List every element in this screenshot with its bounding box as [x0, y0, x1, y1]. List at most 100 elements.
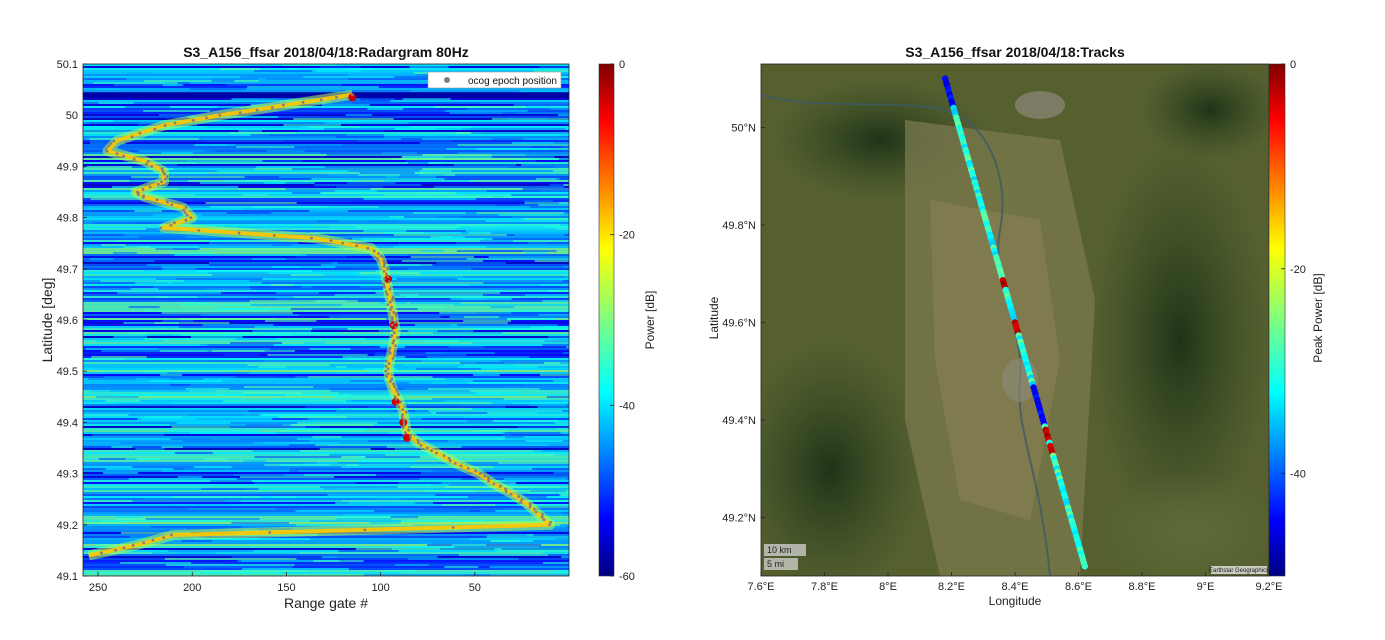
- ocog-epoch-marker: [387, 362, 391, 365]
- ocog-epoch-marker: [435, 451, 438, 455]
- radargram-streak: [291, 192, 321, 194]
- radargram-streak: [425, 484, 449, 486]
- radargram-streak: [477, 428, 556, 430]
- radargram-streak: [467, 108, 569, 110]
- radargram-band: [83, 296, 569, 298]
- ocog-epoch-marker: [142, 541, 146, 545]
- radargram-band: [83, 396, 569, 398]
- ocog-epoch-marker: [107, 144, 111, 148]
- x-tick-label: 50: [469, 582, 481, 594]
- ocog-epoch-marker: [392, 382, 395, 386]
- radargram-band: [83, 356, 569, 358]
- radargram-streak: [229, 132, 296, 134]
- ocog-epoch-marker: [393, 395, 397, 399]
- radargram-band: [83, 234, 569, 236]
- radargram-band: [83, 412, 569, 414]
- radargram-streak: [254, 456, 342, 458]
- ocog-epoch-marker: [170, 203, 174, 207]
- radargram-streak: [208, 240, 243, 242]
- ocog-epoch-marker: [184, 218, 188, 222]
- radargram-streak: [199, 570, 308, 572]
- radargram-streak: [391, 548, 502, 550]
- colorbar-tick-label: -60: [619, 571, 635, 583]
- ocog-epoch-marker: [401, 408, 405, 411]
- ocog-epoch-marker: [376, 257, 379, 260]
- radargram-streak: [446, 148, 549, 150]
- y-tick-label: 49.4: [57, 417, 78, 429]
- ocog-epoch-marker: [392, 354, 396, 358]
- radargram-band: [83, 434, 569, 436]
- radargram-streak: [90, 198, 166, 200]
- radargram-band: [83, 224, 569, 226]
- radargram-streak: [296, 452, 394, 454]
- radargram-streak: [566, 346, 569, 348]
- ocog-epoch-marker: [136, 193, 140, 196]
- ocog-epoch-marker: [115, 152, 119, 156]
- radargram-streak: [457, 574, 569, 576]
- ocog-epoch-marker: [390, 323, 394, 327]
- radargram-streak: [106, 372, 143, 374]
- radargram-streak: [84, 230, 163, 232]
- ocog-epoch-marker: [109, 141, 113, 145]
- radargram-streak: [492, 118, 569, 120]
- radargram-streak: [524, 218, 568, 220]
- radargram-streak: [226, 212, 272, 214]
- radargram-streak: [202, 324, 274, 326]
- radargram-streak: [275, 376, 309, 378]
- ocog-epoch-marker: [542, 518, 546, 522]
- ocog-epoch-marker: [385, 293, 389, 296]
- radargram-band: [83, 454, 569, 456]
- radargram-streak: [560, 494, 569, 496]
- radargram-streak: [356, 460, 415, 462]
- ocog-epoch-marker: [419, 444, 423, 447]
- radargram-streak: [101, 520, 233, 522]
- radargram-streak: [554, 570, 569, 572]
- radargram-band: [83, 554, 569, 556]
- radargram-streak: [83, 130, 158, 132]
- ocog-epoch-marker: [517, 495, 520, 499]
- radargram-streak: [322, 514, 452, 516]
- ocog-epoch-marker: [394, 344, 397, 347]
- radargram-band: [83, 518, 569, 520]
- radargram-band: [83, 342, 569, 344]
- radargram-band: [83, 368, 569, 370]
- river: [761, 94, 1051, 576]
- radargram-streak: [542, 344, 569, 346]
- ocog-epoch-marker: [395, 387, 398, 391]
- radargram-streak: [115, 402, 174, 404]
- radargram-streak: [309, 210, 348, 212]
- forest-area: [1140, 64, 1269, 160]
- ocog-epoch-marker: [391, 357, 395, 360]
- radargram-streak: [468, 382, 569, 384]
- radargram-streak: [199, 344, 274, 346]
- echo-hotspot: [403, 433, 411, 442]
- radargram-streak: [388, 432, 501, 434]
- radargram-band: [83, 174, 569, 176]
- ocog-epoch-marker: [384, 369, 388, 373]
- radargram-streak: [514, 112, 569, 114]
- radargram-streak: [335, 274, 401, 276]
- ocog-epoch-marker: [478, 472, 482, 475]
- radargram-streak: [114, 394, 245, 396]
- scale-bar-mi-box: [764, 558, 798, 570]
- radargram-streak: [264, 320, 317, 322]
- x-tick-label: 8.8°E: [1128, 581, 1155, 593]
- radargram-streak: [114, 84, 177, 86]
- radargram-streak: [231, 522, 289, 524]
- radargram-streak: [170, 438, 297, 440]
- radargram-streak: [324, 128, 395, 130]
- radargram-band: [83, 216, 569, 218]
- radargram-band: [83, 90, 569, 92]
- ocog-epoch-marker: [161, 170, 165, 173]
- ocog-epoch-marker: [396, 336, 400, 340]
- radargram-streak: [526, 252, 547, 254]
- radargram-band: [83, 212, 569, 214]
- radargram-streak: [93, 82, 178, 84]
- radargram-colorbar-label: Power [dB]: [643, 291, 657, 350]
- radargram-streak: [460, 362, 545, 364]
- radargram-streak: [265, 480, 373, 482]
- radargram-streak: [505, 480, 569, 482]
- radargram-streak: [252, 450, 301, 452]
- radargram-band: [83, 318, 569, 320]
